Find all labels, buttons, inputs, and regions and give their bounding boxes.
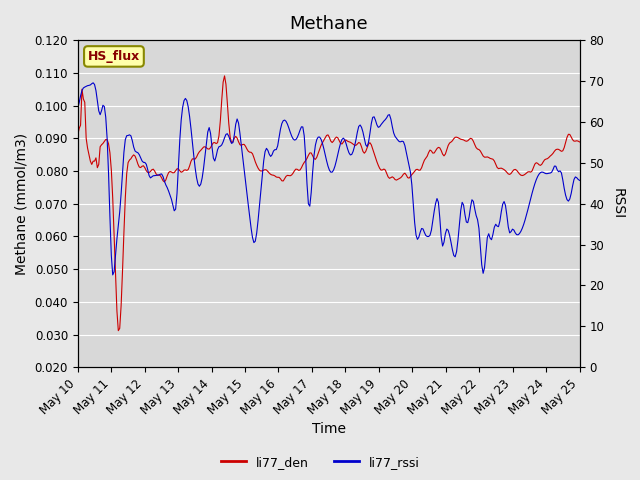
- Title: Methane: Methane: [289, 15, 368, 33]
- Legend: li77_den, li77_rssi: li77_den, li77_rssi: [216, 451, 424, 474]
- X-axis label: Time: Time: [312, 422, 346, 436]
- Text: HS_flux: HS_flux: [88, 50, 140, 63]
- Y-axis label: Methane (mmol/m3): Methane (mmol/m3): [15, 132, 29, 275]
- Y-axis label: RSSI: RSSI: [611, 188, 625, 219]
